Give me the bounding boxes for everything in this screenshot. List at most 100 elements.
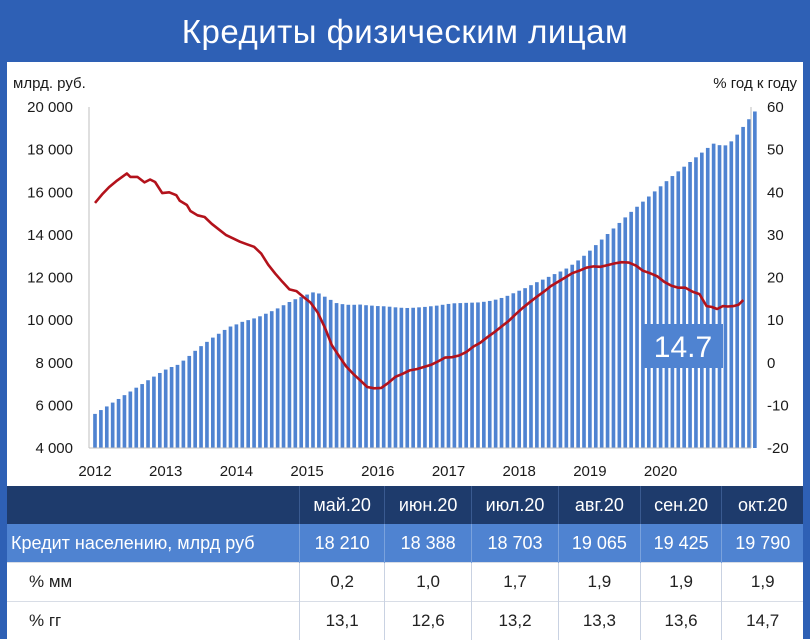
left-tick-label: 16 000 [27,184,73,201]
table-cell: 13,3 [559,602,641,640]
table-cell: 0,2 [300,563,385,602]
bar [199,346,203,448]
data-table: май.20 июн.20 июл.20 авг.20 сен.20 окт.2… [7,486,803,640]
table-header-cell: июн.20 [385,486,472,524]
bar [246,320,250,448]
bar-series [93,111,757,448]
bar [635,207,639,448]
left-axis-label: млрд. руб. [13,75,86,92]
bar [629,212,633,448]
bar [423,307,427,448]
bar [488,301,492,448]
left-tick-label: 12 000 [27,270,73,287]
table-row-label: % гг [7,602,300,640]
bar [323,297,327,448]
bar [252,318,256,448]
bar [482,302,486,448]
bar [405,308,409,448]
bar [223,330,227,448]
bar [117,399,121,448]
bar [240,322,244,448]
x-tick-label: 2012 [78,463,111,480]
bar [364,305,368,448]
bar [211,338,215,448]
bar [694,157,698,448]
table-cell: 1,9 [559,563,641,602]
bar [152,377,156,448]
bar [382,306,386,448]
bar [105,406,109,448]
bar [235,324,239,448]
table-cell: 18 703 [472,524,559,563]
bar [205,342,209,448]
bar [464,303,468,448]
bar [541,280,545,448]
bar [618,223,622,448]
table-header-cell: май.20 [300,486,385,524]
bar [270,311,274,448]
bar [99,410,103,448]
bar [494,300,498,448]
callout-value: 14.7 [654,331,712,364]
bar [570,265,574,448]
table-row: Кредит населению, млрд руб 18 210 18 388… [7,524,803,563]
table-cell: 13,1 [300,602,385,640]
right-tick-label: 60 [767,99,784,116]
x-tick-label: 2017 [432,463,465,480]
bar [429,306,433,448]
bar [453,303,457,448]
bar [588,251,592,448]
table-cell: 13,2 [472,602,559,640]
bar [576,260,580,448]
bar [441,305,445,448]
bar [682,167,686,448]
bar [347,305,351,448]
right-tick-label: 30 [767,227,784,244]
bar [187,356,191,448]
bar [293,299,297,448]
bar [659,186,663,448]
bar [182,361,186,448]
bar [753,111,757,448]
bar [93,414,97,448]
bar [299,297,303,448]
right-axis-label: % год к году [713,75,797,92]
table-row: % гг 13,1 12,6 13,2 13,3 13,6 14,7 [7,602,803,640]
x-tick-label: 2016 [361,463,394,480]
x-tick-label: 2014 [220,463,253,480]
bar [547,277,551,448]
bar [476,302,480,448]
bar [158,373,162,448]
bar [747,119,751,448]
bar [411,308,415,448]
bar [123,395,127,448]
bar [582,256,586,448]
bar [706,148,710,448]
bar [676,171,680,448]
bar [612,228,616,448]
table-cell: 19 425 [640,524,722,563]
bar [358,305,362,448]
x-tick-label: 2018 [503,463,536,480]
callout-box: 14.7 [643,324,723,368]
bar [388,307,392,448]
bar [517,291,521,448]
table-cell: 14,7 [722,602,803,640]
x-tick-label: 2019 [573,463,606,480]
bar [164,370,168,448]
bar [417,307,421,448]
right-tick-label: 20 [767,270,784,287]
left-tick-label: 4 000 [35,440,73,457]
bar [565,269,569,448]
table-cell: 19 065 [559,524,641,563]
bar [435,306,439,448]
bar [529,285,533,448]
bar [523,288,527,448]
x-tick-label: 2013 [149,463,182,480]
table-cell: 18 210 [300,524,385,563]
bar [535,282,539,448]
bar [134,388,138,448]
